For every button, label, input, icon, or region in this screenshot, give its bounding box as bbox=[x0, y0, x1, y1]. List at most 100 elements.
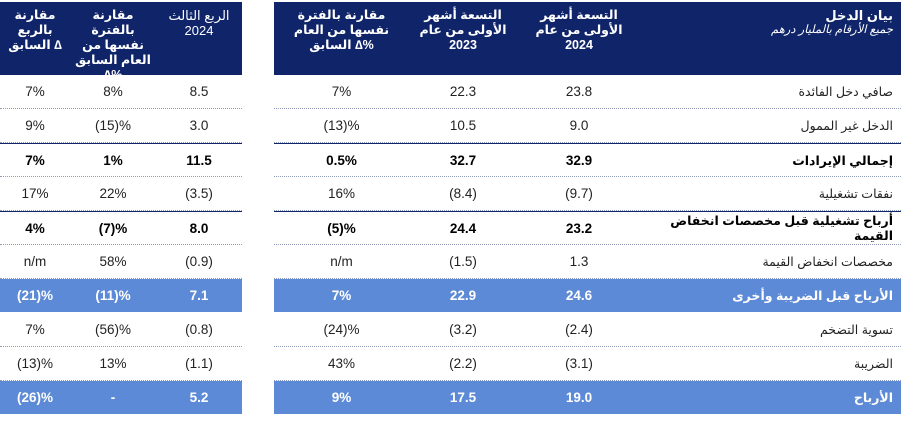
cell-q3-2024: 11.5 bbox=[186, 152, 212, 168]
cell-q3-2024: 5.2 bbox=[189, 390, 209, 405]
cell-qoq: 9% bbox=[25, 118, 45, 133]
cell-yoy-q3: 58% bbox=[99, 254, 127, 269]
cell-yoy-9m: 7% bbox=[331, 84, 352, 99]
cell-9m-2024: 1.3 bbox=[569, 254, 589, 269]
cell-9m-2023: (8.4) bbox=[449, 186, 477, 201]
row-label: إجمالي الإيرادات bbox=[792, 153, 893, 168]
cell-qoq: 7% bbox=[25, 152, 45, 168]
quarterly-table-header: مقارنة بالربع السابق ∆ مقارنة بالفترة نف… bbox=[0, 2, 242, 82]
cell-yoy-9m: 9% bbox=[331, 390, 352, 405]
quarterly-table: مقارنة بالربع السابق ∆ مقارنة بالفترة نف… bbox=[0, 2, 242, 415]
cell-qoq: (26)% bbox=[16, 390, 53, 405]
row-label: الأرباح bbox=[853, 391, 893, 405]
table-row: (26)% - 5.2 bbox=[0, 381, 242, 415]
header-q3-2024: الربع الثالث 2024 bbox=[168, 8, 230, 38]
table-row: (24)% (3.2) (2.4) تسوية التضخم bbox=[274, 313, 901, 347]
cell-q3-2024: (0.9) bbox=[185, 254, 213, 269]
nine-month-table: مقارنة بالفترة نفسها من العام السابق ∆% … bbox=[274, 2, 901, 415]
cell-9m-2024: (9.7) bbox=[565, 186, 593, 201]
cell-yoy-9m: 43% bbox=[327, 356, 356, 371]
cell-yoy-9m: 0.5% bbox=[326, 152, 357, 168]
cell-yoy-q3: (15)% bbox=[94, 118, 131, 133]
nine-month-table-header: مقارنة بالفترة نفسها من العام السابق ∆% … bbox=[274, 2, 901, 75]
cell-q3-2024: 8.0 bbox=[189, 220, 209, 236]
table-row: 0.5% 32.7 32.9 إجمالي الإيرادات bbox=[274, 143, 901, 177]
table-row: 7% 22.9 24.6 الأرباح قبل الضريبة وأخرى bbox=[274, 279, 901, 313]
row-label: الدخل غير الممول bbox=[800, 119, 893, 133]
row-label: أرباح تشغيلية قبل مخصصات انخفاض القيمة bbox=[670, 214, 893, 243]
cell-yoy-9m: (13)% bbox=[323, 118, 360, 133]
table-row: (5)% 24.4 23.2 أرباح تشغيلية قبل مخصصات انخ… bbox=[274, 211, 901, 245]
table-row: (13)% 13% (1.1) bbox=[0, 347, 242, 381]
cell-9m-2024: 9.0 bbox=[569, 118, 589, 133]
cell-9m-2024: 23.2 bbox=[565, 220, 593, 236]
cell-qoq: 7% bbox=[25, 322, 45, 337]
header-9m-2023: التسعة أشهر الأولى من عام 2023 bbox=[419, 8, 507, 52]
cell-q3-2024: 3.0 bbox=[189, 118, 209, 133]
cell-qoq: 7% bbox=[25, 84, 45, 99]
cell-yoy-q3: 8% bbox=[103, 84, 123, 99]
cell-9m-2024: 23.8 bbox=[565, 84, 593, 99]
cell-9m-2023: 22.9 bbox=[449, 288, 477, 303]
table-row: 9% 17.5 19.0 الأرباح bbox=[274, 381, 901, 415]
cell-yoy-9m: n/m bbox=[330, 254, 353, 269]
nine-month-table-body: 7% 22.3 23.8 صافي دخل الفائدة (13)% 10.5 9.0 ال… bbox=[274, 75, 901, 415]
cell-9m-2024: 32.9 bbox=[565, 152, 593, 168]
table-row: (21)% (11)% 7.1 bbox=[0, 279, 242, 313]
table-row: n/m 58% (0.9) bbox=[0, 245, 242, 279]
cell-qoq: (21)% bbox=[16, 288, 53, 303]
table-row: (13)% 10.5 9.0 الدخل غير الممول bbox=[274, 109, 901, 143]
cell-yoy-q3: (56)% bbox=[94, 322, 131, 337]
cell-yoy-q3: (11)% bbox=[95, 288, 131, 303]
cell-q3-2024: (0.8) bbox=[185, 322, 213, 337]
cell-yoy-q3: 1% bbox=[103, 152, 123, 168]
table-row: 9% (15)% 3.0 bbox=[0, 109, 242, 143]
table-row: 7% 22.3 23.8 صافي دخل الفائدة bbox=[274, 75, 901, 109]
cell-qoq: (13)% bbox=[16, 356, 53, 371]
cell-9m-2023: 22.3 bbox=[449, 84, 477, 99]
table-row: 17% 22% (3.5) bbox=[0, 177, 242, 211]
cell-9m-2024: 19.0 bbox=[565, 390, 593, 405]
cell-yoy-q3: (7)% bbox=[98, 220, 128, 236]
cell-9m-2023: (2.2) bbox=[449, 356, 477, 371]
cell-yoy-9m: 7% bbox=[331, 288, 352, 303]
cell-yoy-9m: 16% bbox=[327, 186, 356, 201]
cell-9m-2024: (2.4) bbox=[565, 322, 593, 337]
cell-yoy-q3: 22% bbox=[99, 186, 127, 201]
table-row: 7% 1% 11.5 bbox=[0, 143, 242, 177]
cell-9m-2023: 32.7 bbox=[449, 152, 477, 168]
header-income-statement: بيان الدخل جميع الأرقام بالمليار درهم bbox=[641, 2, 901, 75]
table-row: n/m (1.5) 1.3 مخصصات انخفاض القيمة bbox=[274, 245, 901, 279]
cell-9m-2023: 24.4 bbox=[449, 220, 477, 236]
header-yoy-9m: مقارنة بالفترة نفسها من العام السابق ∆% bbox=[293, 8, 390, 52]
table-row: 43% (2.2) (3.1) الضريبة bbox=[274, 347, 901, 381]
table-row: 7% 8% 8.5 bbox=[0, 75, 242, 109]
table-row: 16% (8.4) (9.7) نفقات تشغيلية bbox=[274, 177, 901, 211]
cell-9m-2023: 17.5 bbox=[449, 390, 477, 405]
cell-q3-2024: (1.1) bbox=[185, 356, 213, 371]
cell-q3-2024: 7.1 bbox=[189, 288, 209, 303]
cell-yoy-q3: - bbox=[110, 390, 116, 405]
cell-yoy-9m: (24)% bbox=[323, 322, 360, 337]
cell-9m-2024: 24.6 bbox=[565, 288, 593, 303]
cell-9m-2024: (3.1) bbox=[565, 356, 593, 371]
header-yoy-q3: مقارنة بالفترة نفسها من العام السابق ∆% bbox=[75, 8, 151, 82]
row-label: تسوية التضخم bbox=[819, 323, 893, 337]
table-row: 7% (56)% (0.8) bbox=[0, 313, 242, 347]
cell-yoy-q3: 13% bbox=[99, 356, 127, 371]
cell-yoy-9m: (5)% bbox=[327, 220, 356, 236]
cell-qoq: 17% bbox=[21, 186, 49, 201]
cell-9m-2023: (1.5) bbox=[449, 254, 477, 269]
cell-9m-2023: 10.5 bbox=[449, 118, 477, 133]
row-label: نفقات تشغيلية bbox=[818, 187, 893, 201]
header-9m-2024: التسعة أشهر الأولى من عام 2024 bbox=[535, 8, 623, 52]
table-row: 4% (7)% 8.0 bbox=[0, 211, 242, 245]
cell-9m-2023: (3.2) bbox=[449, 322, 477, 337]
quarterly-table-body: 7% 8% 8.5 9% (15)% 3.0 7% 1% 11.5 17% 22% (3.5) 4% (7… bbox=[0, 75, 242, 415]
row-label: الأرباح قبل الضريبة وأخرى bbox=[732, 289, 893, 303]
cell-q3-2024: (3.5) bbox=[185, 186, 213, 201]
income-statement-subtitle: جميع الأرقام بالمليار درهم bbox=[771, 24, 893, 36]
cell-qoq: n/m bbox=[23, 254, 47, 269]
header-qoq: مقارنة بالربع السابق ∆ bbox=[8, 8, 62, 52]
row-label: مخصصات انخفاض القيمة bbox=[762, 255, 893, 269]
